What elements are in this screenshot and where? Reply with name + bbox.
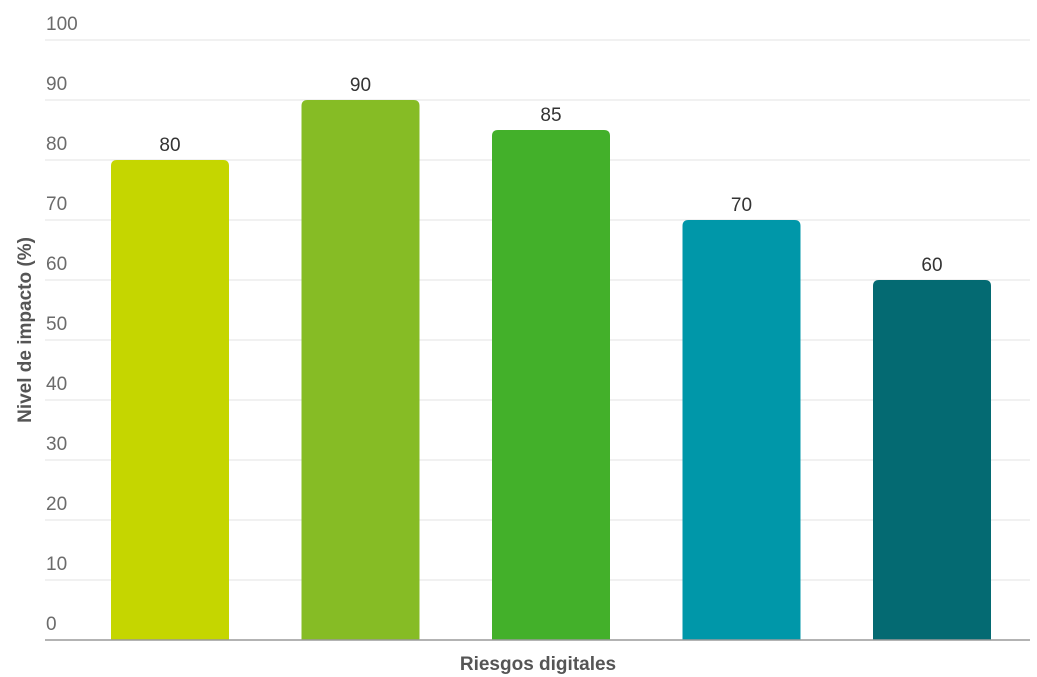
y-axis-ticks: 0 10 20 30 40 50 60 70 80 90 100 (46, 14, 78, 635)
y-tick-label: 30 (46, 434, 67, 455)
bars (111, 100, 991, 640)
bar-value-label: 70 (731, 195, 752, 216)
y-tick-label: 20 (46, 494, 67, 515)
y-tick-label: 40 (46, 374, 67, 395)
y-tick-label: 60 (46, 254, 67, 275)
y-tick-label: 90 (46, 74, 67, 95)
y-tick-label: 100 (46, 14, 78, 35)
bar (111, 160, 229, 640)
y-tick-label: 70 (46, 194, 67, 215)
y-tick-label: 10 (46, 554, 67, 575)
bar-value-label: 85 (540, 105, 561, 126)
bar-value-label: 80 (159, 135, 180, 156)
y-tick-label: 0 (46, 614, 57, 635)
bar-value-label: 90 (350, 75, 371, 96)
bar (492, 130, 610, 640)
bar (873, 280, 991, 640)
y-tick-label: 50 (46, 314, 67, 335)
bar (301, 100, 420, 640)
y-axis-title: Nivel de impacto (%) (15, 237, 36, 423)
x-axis-title: Riesgos digitales (460, 654, 616, 675)
bar-value-label: 60 (921, 255, 942, 276)
y-tick-label: 80 (46, 134, 67, 155)
bar (682, 220, 801, 640)
data-labels: 80 90 85 70 60 (159, 75, 942, 276)
